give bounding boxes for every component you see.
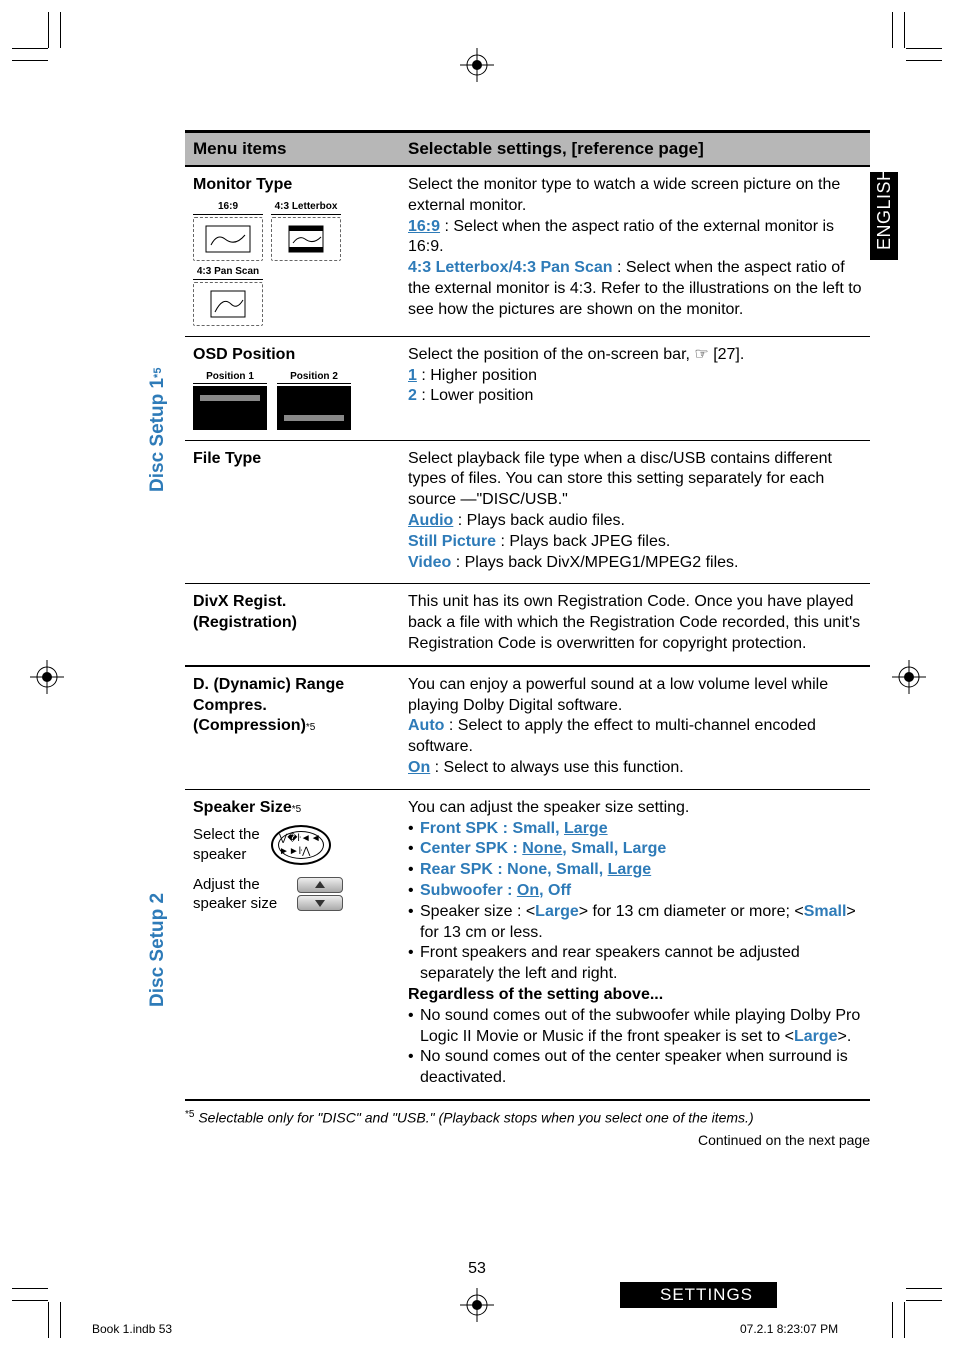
osd-opt2: 2 [408,387,417,404]
spk-regardless: Regardless of the setting above... [408,985,862,1006]
drc-auto-desc: : Select to apply the effect to multi-ch… [408,717,816,755]
spk-size-desc: Speaker size : <Large> for 13 cm diamete… [408,902,862,944]
print-footer-left: Book 1.indb 53 [92,1322,172,1336]
k: Rear SPK : [420,861,507,878]
spk-adjust-label: Adjust the speaker size [193,875,283,914]
p: Speaker size : < [420,903,535,920]
opt-169-desc: : Select when the aspect ratio of the ex… [408,218,834,256]
thumb-43-letterbox: 4:3 Letterbox [271,200,341,261]
ft-still-desc: : Plays back JPEG files. [496,533,670,550]
opt-43: 4:3 Letterbox/4:3 Pan Scan [408,259,613,276]
spk-sub: Subwoofer : On, Off [408,881,862,902]
po: >. [838,1028,852,1045]
footnote-sup: *5 [185,1109,194,1120]
language-tab: ENGLISH [870,172,898,260]
filetype-title: File Type [193,449,392,470]
k: Front SPK : [420,820,512,837]
thumb-16-9: 16:9 [193,200,263,261]
thumb-label: 16:9 [193,200,263,215]
drc-on: On [408,759,430,776]
spk-fr-note: Front speakers and rear speakers cannot … [408,943,862,985]
lg: Large [535,903,579,920]
row-monitor-type: Monitor Type 16:9 4:3 Letterbox 4:3 Pan … [185,166,870,336]
ft-still: Still Picture [408,533,496,550]
ft-video-desc: : Plays back DivX/MPEG1/MPEG2 files. [451,554,738,571]
row-osd-position: OSD Position Position 1 Position 2 Selec… [185,336,870,440]
registration-mark-icon [460,1288,494,1322]
osd-pos2: Position 2 [277,370,351,430]
spk-center: Center SPK : None, Small, Large [408,839,862,860]
settings-table: Menu items Selectable settings, [referen… [185,130,870,1101]
divx-title: DivX Regist. (Registration) [193,592,392,634]
registration-mark-icon [30,660,64,694]
row-file-type: File Type Select playback file type when… [185,440,870,584]
spk-desc: You can adjust the speaker size setting. [408,798,862,819]
m: > for 13 cm diameter or more; < [579,903,804,920]
continued-text: Continued on the next page [145,1132,870,1148]
ft-audio: Audio [408,512,453,529]
opt-169: 16:9 [408,218,440,235]
spk-select-label: Select the speaker [193,825,263,864]
osd-opt1: 1 [408,367,417,384]
osd-opt1-desc: : Higher position [417,367,537,384]
monitor-type-title: Monitor Type [193,175,392,196]
osd-title: OSD Position [193,345,392,366]
spk-t: Speaker Size [193,799,292,816]
footnote: *5 Selectable only for "DISC" and "USB."… [185,1109,870,1126]
v: None, Small, [507,861,607,878]
drc-desc: You can enjoy a powerful sound at a low … [408,675,862,717]
prev-next-icon: ⋁�ŀ◄◄ ►►ŀ⋀ [271,825,331,865]
row-speaker-size: Speaker Size*5 Select the speaker ⋁�ŀ◄◄ … [185,789,870,1100]
osd-pos1: Position 1 [193,370,267,430]
v2: Large [608,861,652,878]
section-footer-pill: SETTINGS [620,1282,777,1308]
v2: , Small, Large [562,840,666,857]
v2: Large [564,820,608,837]
spk-title: Speaker Size*5 [193,798,392,819]
thumb-label: 4:3 Letterbox [271,200,341,215]
v1: On [517,882,539,899]
page-number: 53 [0,1260,954,1278]
drc-t1: D. (Dynamic) Range Compres. [193,676,344,714]
lg: Large [794,1028,838,1045]
spk-front: Front SPK : Small, Large [408,819,862,840]
k: Subwoofer : [420,882,517,899]
pos2-label: Position 2 [277,370,351,384]
drc-auto: Auto [408,717,444,734]
row-drc: D. (Dynamic) Range Compres. (Compression… [185,666,870,789]
filetype-desc: Select playback file type when a disc/US… [408,449,862,511]
spk-note-center: No sound comes out of the center speaker… [408,1047,862,1089]
monitor-desc: Select the monitor type to watch a wide … [408,175,862,217]
drc-title: D. (Dynamic) Range Compres. (Compression… [193,675,392,737]
ft-video: Video [408,554,451,571]
col-header-settings: Selectable settings, [reference page] [400,132,870,167]
registration-mark-icon [460,48,494,82]
drc-t2: (Compression) [193,717,306,734]
ft-audio-desc: : Plays back audio files. [453,512,625,529]
row-divx: DivX Regist. (Registration) This unit ha… [185,584,870,666]
drc-on-desc: : Select to always use this function. [430,759,683,776]
pos1-label: Position 1 [193,370,267,384]
v: Small, [512,820,564,837]
footnote-text: Selectable only for "DISC" and "USB." (P… [198,1110,753,1126]
k: Center SPK : [420,840,522,857]
registration-mark-icon [892,660,926,694]
drc-sup: *5 [306,722,315,733]
v1: None [522,840,562,857]
divx-desc: This unit has its own Registration Code.… [408,592,862,654]
thumb-43-panscan: 4:3 Pan Scan [193,265,263,326]
spk-sup: *5 [292,804,301,815]
sm: Small [804,903,847,920]
col-header-menu: Menu items [185,132,400,167]
print-footer-right: 07.2.1 8:23:07 PM [740,1322,838,1336]
spk-note-sub: No sound comes out of the subwoofer whil… [408,1006,862,1048]
thumb-label: 4:3 Pan Scan [193,265,263,280]
osd-opt2-desc: : Lower position [417,387,534,404]
spk-rear: Rear SPK : None, Small, Large [408,860,862,881]
rocker-icon [291,877,349,911]
v2: , Off [539,882,571,899]
osd-desc: Select the position of the on-screen bar… [408,345,862,366]
